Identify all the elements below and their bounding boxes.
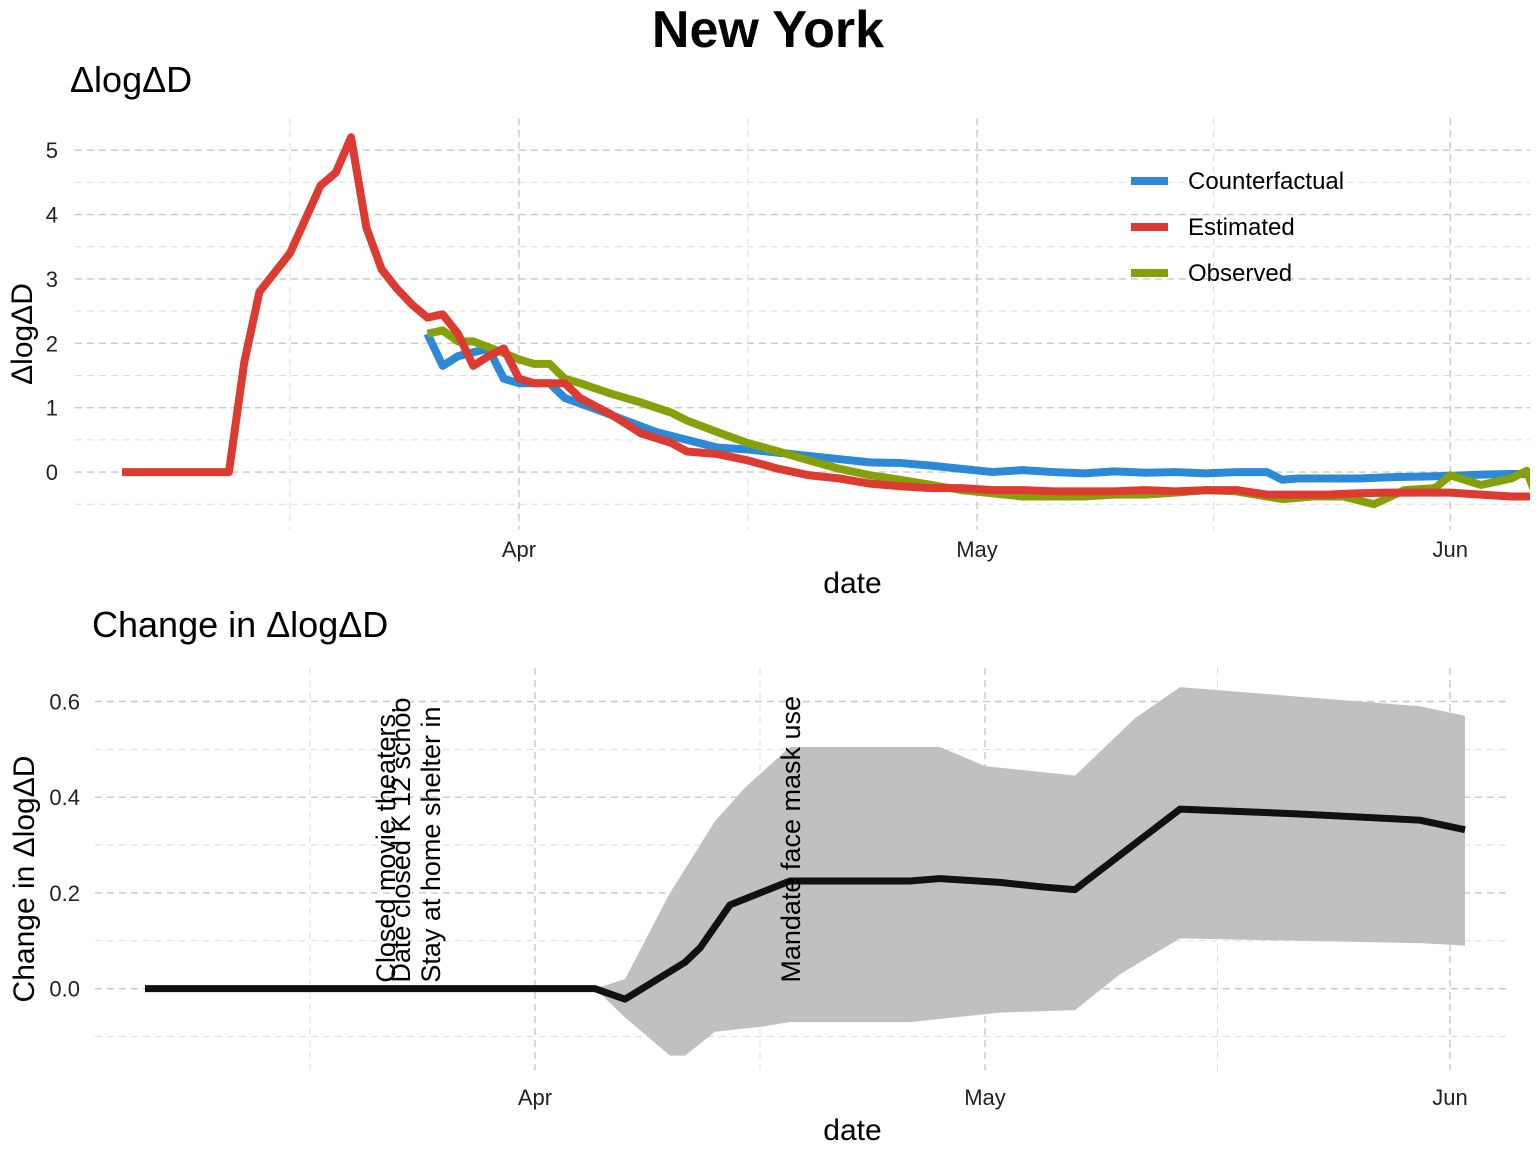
policy-annotation: Date closed K 12 schoo: [386, 697, 416, 982]
plot-area: [145, 687, 1466, 1056]
annotations: Closed movie theaters,Date closed K 12 s…: [371, 696, 806, 983]
legend: Counterfactual Estimated Observed: [1131, 168, 1344, 287]
panel-subtitle: ΔlogΔD: [70, 59, 192, 100]
plot-area: [122, 133, 1530, 509]
y-tick-label: 0: [46, 460, 58, 485]
gridlines: [75, 118, 1530, 530]
x-tick-label: May: [956, 537, 998, 562]
policy-annotation: Closed movie theaters,: [371, 707, 401, 983]
legend-label: Estimated: [1188, 214, 1295, 241]
y-tick-label: 2: [46, 331, 58, 356]
figure-title: New York: [651, 1, 885, 59]
y-tick-label: 5: [46, 138, 58, 163]
series-line-observed: [426, 326, 1530, 509]
panel-1: ΔlogΔD 0 1 2 3 4 5 Apr May Jun date ΔlogΔD Counterfa…: [6, 59, 1530, 600]
series-line-estimated: [122, 133, 1530, 501]
confidence-band: [595, 687, 1465, 1056]
legend-label: Observed: [1188, 260, 1292, 287]
policy-annotation: Stay at home shelter in: [416, 706, 446, 982]
x-axis-label: date: [823, 1114, 881, 1147]
y-axis-label: ΔlogΔD: [6, 283, 39, 385]
y-tick-label: 0.4: [49, 785, 80, 810]
x-tick-label: Apr: [502, 537, 536, 562]
y-tick-label: 1: [46, 396, 58, 421]
y-tick-label: 3: [46, 267, 58, 292]
x-axis-label: date: [823, 567, 881, 600]
panel-2: Change in ΔlogΔD 0.0 0.2 0.4 0.6 Apr May Jun dat…: [8, 604, 1510, 1147]
x-tick-label: May: [964, 1085, 1006, 1110]
x-tick-label: Jun: [1432, 1085, 1467, 1110]
panel-subtitle: Change in ΔlogΔD: [92, 604, 388, 645]
policy-annotation: Mandate face mask use: [776, 696, 806, 983]
y-tick-label: 0.2: [49, 881, 80, 906]
x-tick-label: Jun: [1433, 537, 1468, 562]
x-tick-label: Apr: [518, 1085, 552, 1110]
y-tick-label: 4: [46, 203, 58, 228]
legend-label: Counterfactual: [1188, 168, 1344, 195]
y-axis-label: Change in ΔlogΔD: [8, 756, 41, 1003]
y-tick-label: 0.0: [49, 977, 80, 1002]
series-line: [145, 805, 1466, 1003]
y-tick-label: 0.6: [49, 690, 80, 715]
